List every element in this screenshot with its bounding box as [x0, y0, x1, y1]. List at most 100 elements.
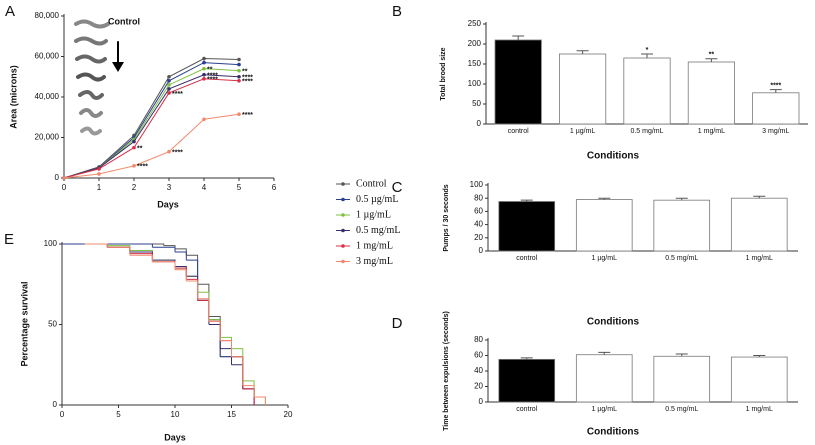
worm [76, 72, 106, 82]
x-tick-label: 1 mg/mL [746, 255, 773, 262]
bar [730, 197, 788, 252]
data-point [237, 62, 241, 67]
y-axis-title: Percentage survival [19, 281, 29, 366]
survival-step [107, 246, 131, 256]
significance: ** [207, 66, 213, 73]
significance: ** [709, 52, 715, 59]
survival-step [152, 259, 176, 267]
panel: A Days Area (microns) 0 20,000 40,000 60,000 80… [5, 3, 400, 267]
y-axis-title: Pumps / 30 seconds [443, 184, 450, 251]
y-tick-label: 50 [472, 99, 481, 108]
survival-step [231, 364, 244, 389]
legend-text: 0.5 µg/mL [356, 194, 398, 205]
data-point [237, 112, 241, 117]
survival-step [231, 356, 244, 386]
y-tick-label: 0 [55, 173, 60, 182]
data-point [167, 79, 171, 83]
error-bar [598, 351, 611, 355]
y-tick-label: 50 [48, 320, 57, 329]
bar [559, 53, 607, 125]
survival-step [186, 259, 199, 301]
x-tick-label: 0 [62, 183, 67, 192]
x-tick-label: 20 [284, 410, 293, 419]
y-tick-label: 80,000 [35, 11, 60, 20]
y-tick-label: 20 [474, 233, 483, 242]
survival-step [231, 356, 244, 389]
y-tick-label: 60 [474, 207, 483, 216]
x-tick-label: 1 µg/mL [570, 128, 596, 135]
data-point [62, 176, 66, 180]
y-tick-label: 40,000 [35, 92, 60, 101]
significance: **** [207, 77, 218, 84]
y-tick-label: 60 [474, 351, 483, 360]
x-tick-label: 10 [171, 410, 180, 419]
y-tick-label: 20 [474, 382, 483, 391]
survival-step [208, 315, 221, 357]
error-bar [576, 50, 589, 54]
survival-step [129, 254, 153, 262]
data-point [202, 66, 206, 71]
survival-step [186, 280, 199, 299]
survival-step [208, 319, 221, 357]
x-tick-label: 3 mg/mL [762, 128, 789, 135]
x-axis-title: Days [164, 432, 186, 442]
worm [75, 54, 107, 64]
data-point [167, 91, 171, 95]
x-tick-label: control [516, 406, 537, 413]
x-tick-label: 6 [272, 183, 277, 192]
data-point [132, 139, 136, 144]
bar [575, 199, 633, 252]
significance: **** [172, 91, 183, 98]
survival-step [254, 396, 266, 405]
y-tick-label: 60,000 [35, 52, 60, 61]
x-tick-label: 15 [227, 410, 236, 419]
survival-step [107, 246, 131, 254]
survival-step [107, 245, 131, 251]
significance: ** [242, 69, 248, 76]
y-tick-label: 0 [53, 400, 58, 409]
x-tick-label: 1 µg/mL [592, 255, 618, 262]
survival-step [197, 298, 210, 322]
x-tick-label: 2 [132, 183, 137, 192]
y-tick-label: 80 [474, 335, 483, 344]
x-tick-label: 1 µg/mL [592, 406, 618, 413]
legend-text: 1 mg/mL [356, 240, 393, 251]
y-axis-title: Total brood size [440, 47, 447, 100]
bar [653, 199, 711, 252]
panel-letter: D [392, 315, 403, 332]
y-tick-label: 40 [474, 220, 483, 229]
survival-step [220, 336, 232, 349]
bar [653, 355, 711, 403]
survival-step [152, 243, 165, 246]
data-point [97, 167, 101, 171]
survival-step [242, 388, 255, 405]
y-tick-label: 40 [474, 366, 483, 375]
survival-step [208, 320, 221, 341]
survival-step [242, 388, 255, 405]
y-tick-label: 250 [468, 19, 482, 28]
x-axis-title: Conditions [587, 427, 640, 438]
bar [494, 39, 542, 125]
bar [687, 61, 735, 125]
error-bar [512, 35, 525, 40]
error-bar [675, 353, 688, 357]
legend-marker [341, 259, 345, 264]
panel-letter: E [4, 231, 14, 248]
error-bar [641, 53, 653, 58]
series-line [63, 78, 240, 179]
y-tick-label: 20,000 [35, 133, 60, 142]
error-bar [769, 89, 782, 93]
survival-step [186, 275, 199, 293]
bar [498, 358, 556, 403]
x-tick-label: 4 [202, 183, 207, 192]
x-tick-label: 1 mg/mL [698, 128, 725, 135]
survival-step [84, 243, 108, 248]
legend-marker [341, 213, 345, 217]
survival-step [254, 396, 266, 405]
series-line [63, 74, 240, 179]
survival-step [208, 324, 221, 349]
survival-step [231, 356, 244, 389]
legend-text: Control [356, 178, 387, 189]
legend-text: 1 µg/mL [356, 209, 391, 220]
data-point [237, 68, 241, 73]
